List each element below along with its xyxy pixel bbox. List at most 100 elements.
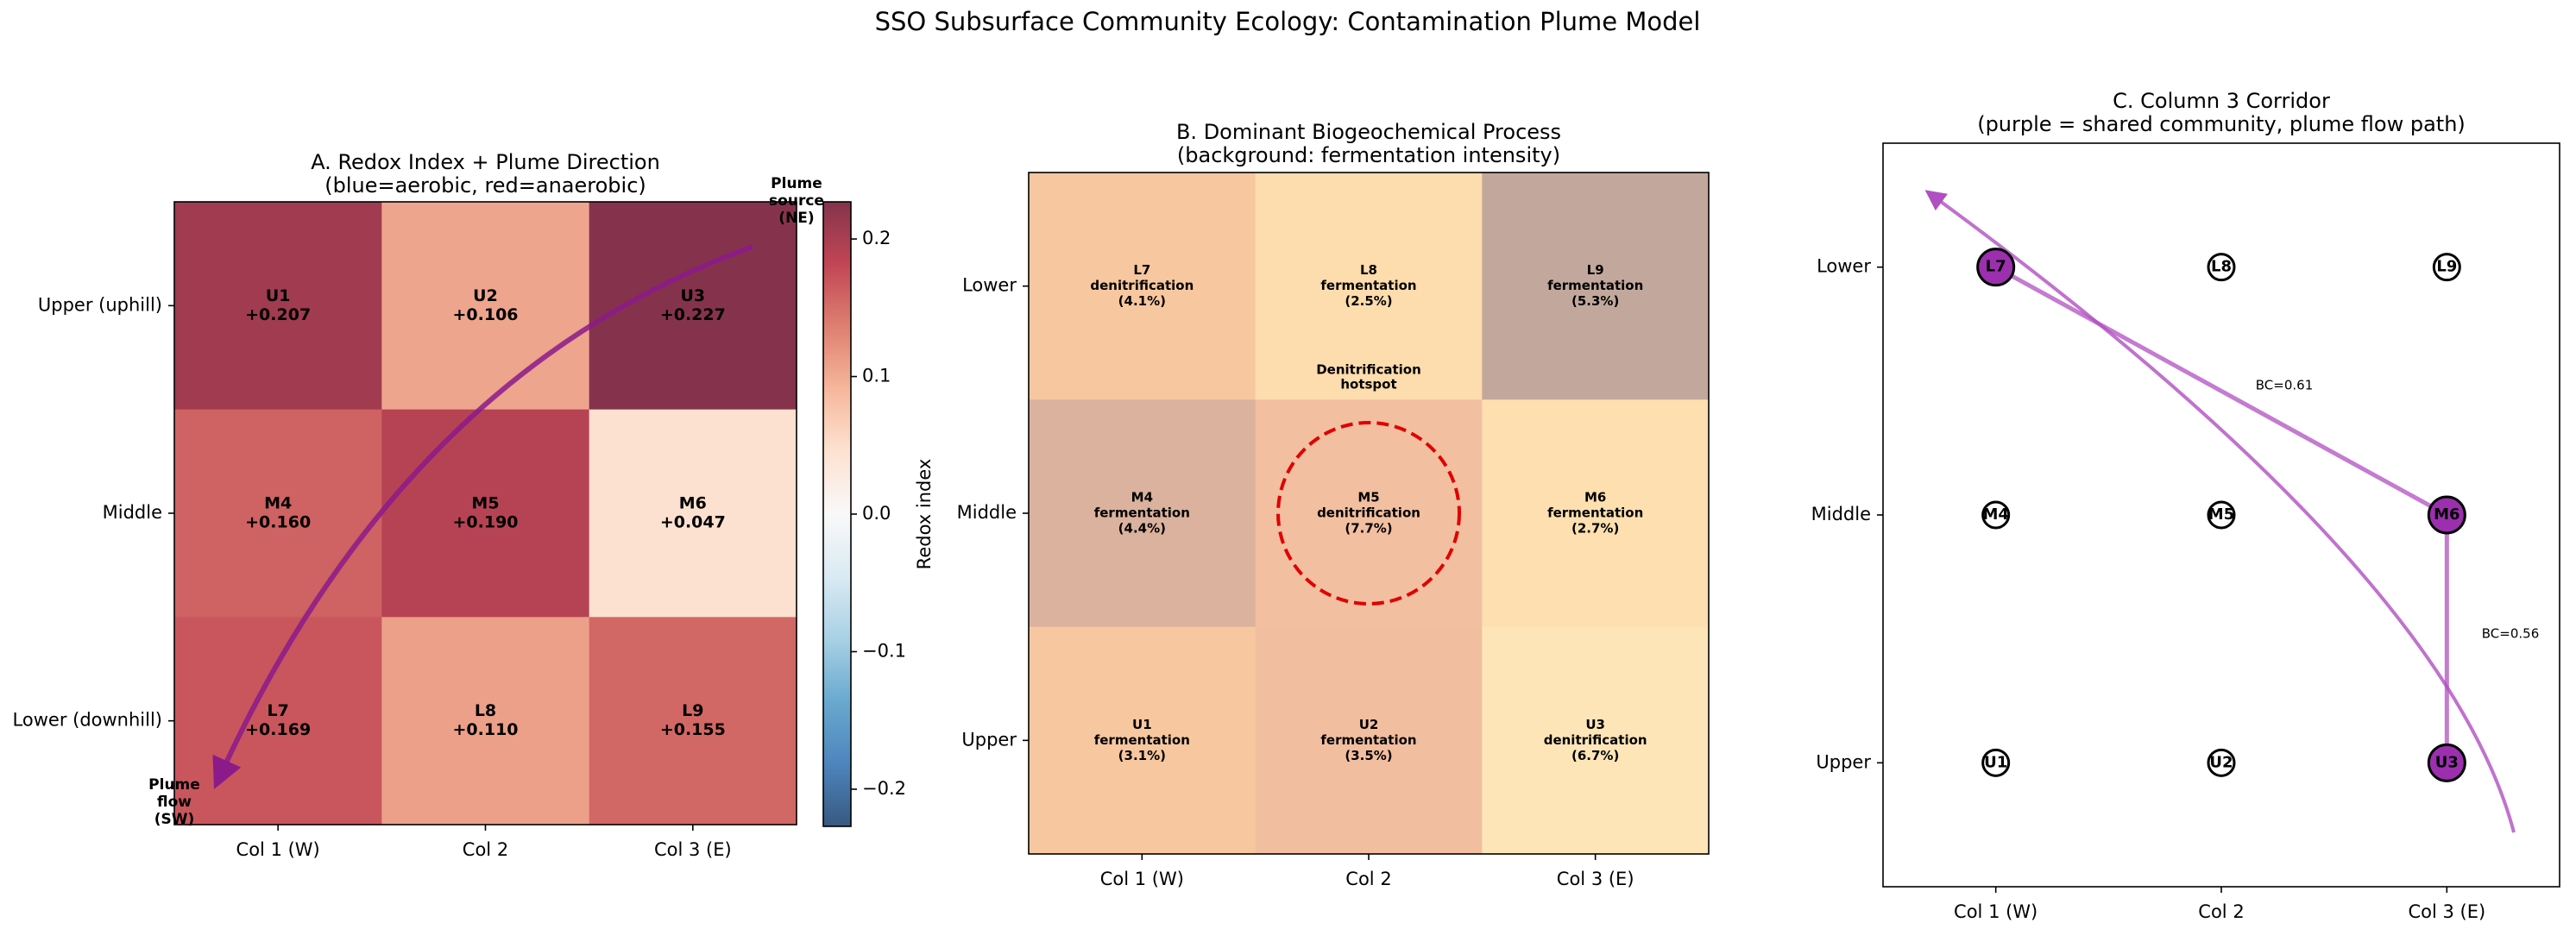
- heatmap-cell: [381, 409, 590, 618]
- cell-process: denitrification: [1090, 278, 1194, 293]
- cell-value: (2.7%): [1571, 521, 1619, 537]
- node: [1976, 248, 2016, 287]
- colorbar-tick-label: 0.1: [862, 366, 891, 386]
- y-tick-label: Upper (uphill): [38, 294, 162, 315]
- cell-name: M6: [679, 494, 707, 513]
- cell-name: L9: [1587, 262, 1604, 278]
- annotation: Plume: [771, 175, 822, 192]
- hotspot-circle: [1276, 421, 1461, 606]
- colorbar-tick-label: 0.2: [862, 228, 891, 248]
- cell-value: +0.047: [660, 513, 726, 532]
- cell-name: M4: [264, 494, 292, 513]
- y-tick-label: Lower: [962, 275, 1017, 296]
- colorbar: [822, 201, 852, 827]
- heatmap-cell: [589, 409, 797, 618]
- cell-value: (4.4%): [1118, 521, 1166, 537]
- heatmap-cell: [174, 617, 382, 825]
- x-tick-label: Col 3 (E): [1557, 869, 1634, 889]
- cell-name: U2: [1359, 717, 1379, 732]
- grid-cell: [1255, 626, 1483, 855]
- cell-value: (2.5%): [1345, 293, 1392, 309]
- cell-name: M4: [1131, 490, 1153, 505]
- annotation: Plume: [148, 776, 200, 794]
- grid-cell: [1482, 173, 1710, 400]
- figure-title: SSO Subsurface Community Ecology: Contam…: [875, 7, 1701, 36]
- cell-name: U1: [266, 286, 291, 305]
- annotation: flow: [157, 794, 192, 811]
- node-label: M5: [2208, 505, 2234, 524]
- x-tick-label: Col 2: [1345, 869, 1391, 889]
- plume-arrow: [1924, 190, 2516, 833]
- cell-value: +0.155: [660, 720, 726, 739]
- chart-title: (purple = shared community, plume flow p…: [1977, 112, 2466, 136]
- chart-title: C. Column 3 Corridor: [2113, 89, 2330, 113]
- grid-cell: [1482, 626, 1710, 855]
- cell-value: (3.5%): [1345, 748, 1392, 763]
- cell-process: denitrification: [1317, 505, 1420, 521]
- cell-name: M5: [471, 494, 499, 513]
- grid-cell: [1255, 399, 1483, 628]
- annotation: (NE): [778, 210, 814, 227]
- cell-value: +0.207: [245, 305, 311, 324]
- heatmap-cell: [381, 617, 590, 825]
- heatmap-cell: [589, 617, 797, 825]
- cell-process: fermentation: [1320, 732, 1416, 748]
- y-tick-label: Lower: [1817, 256, 1871, 277]
- grid-cell: [1029, 626, 1257, 855]
- annotation: source: [769, 192, 824, 210]
- node-label: U2: [2209, 753, 2233, 771]
- cell-value: (3.1%): [1118, 748, 1166, 763]
- heatmap-cell: [174, 409, 382, 618]
- colorbar-tick-label: −0.1: [862, 640, 906, 661]
- chart-title: B. Dominant Biogeochemical Process: [1176, 120, 1561, 144]
- node-label: U1: [1984, 753, 2007, 771]
- node-label: M4: [1982, 505, 2008, 524]
- edge-label: BC=0.56: [2482, 626, 2539, 642]
- colorbar-tick-label: 0.0: [862, 503, 891, 524]
- cell-value: (6.7%): [1571, 748, 1619, 763]
- grid-cell: [1255, 173, 1483, 400]
- cell-value: +0.169: [245, 720, 311, 739]
- node: [2427, 743, 2466, 782]
- annotation: Denitrification: [1316, 362, 1421, 378]
- y-tick-label: Middle: [1811, 504, 1871, 524]
- node-label: L9: [2436, 258, 2457, 276]
- node: [2207, 748, 2236, 777]
- cell-process: fermentation: [1320, 278, 1416, 293]
- cell-name: U3: [681, 286, 706, 305]
- colorbar-label: Redox index: [914, 459, 935, 570]
- x-tick-label: Col 1 (W): [1100, 869, 1184, 889]
- x-tick-label: Col 1 (W): [236, 839, 320, 860]
- cell-process: denitrification: [1544, 732, 1647, 748]
- node: [2432, 253, 2461, 282]
- cell-name: U3: [1585, 717, 1605, 732]
- cell-name: L8: [1360, 262, 1377, 278]
- cell-name: L7: [1133, 262, 1150, 278]
- heatmap-cell: [174, 202, 382, 411]
- x-tick-label: Col 1 (W): [1954, 901, 2037, 922]
- cell-value: (4.1%): [1118, 293, 1166, 309]
- chart-title: (background: fermentation intensity): [1177, 143, 1560, 167]
- cell-value: +0.227: [660, 305, 726, 324]
- cell-process: fermentation: [1094, 505, 1190, 521]
- y-tick-label: Middle: [103, 502, 162, 523]
- cell-process: fermentation: [1547, 505, 1643, 521]
- node: [1981, 500, 2011, 530]
- cell-name: M5: [1357, 490, 1379, 505]
- x-tick-label: Col 3 (E): [654, 839, 732, 860]
- annotation: hotspot: [1340, 377, 1396, 392]
- cell-value: +0.160: [245, 513, 311, 532]
- node-label: L7: [1986, 258, 2006, 276]
- y-tick-label: Middle: [957, 502, 1017, 523]
- cell-name: U1: [1132, 717, 1152, 732]
- cell-value: +0.110: [452, 720, 518, 739]
- cell-process: fermentation: [1094, 732, 1190, 748]
- node-label: U3: [2435, 753, 2459, 771]
- cell-value: +0.106: [452, 305, 518, 324]
- chart-title: (blue=aerobic, red=anaerobic): [324, 173, 646, 198]
- node: [2427, 495, 2466, 535]
- cell-process: fermentation: [1547, 278, 1643, 293]
- y-tick-label: Upper: [961, 729, 1017, 750]
